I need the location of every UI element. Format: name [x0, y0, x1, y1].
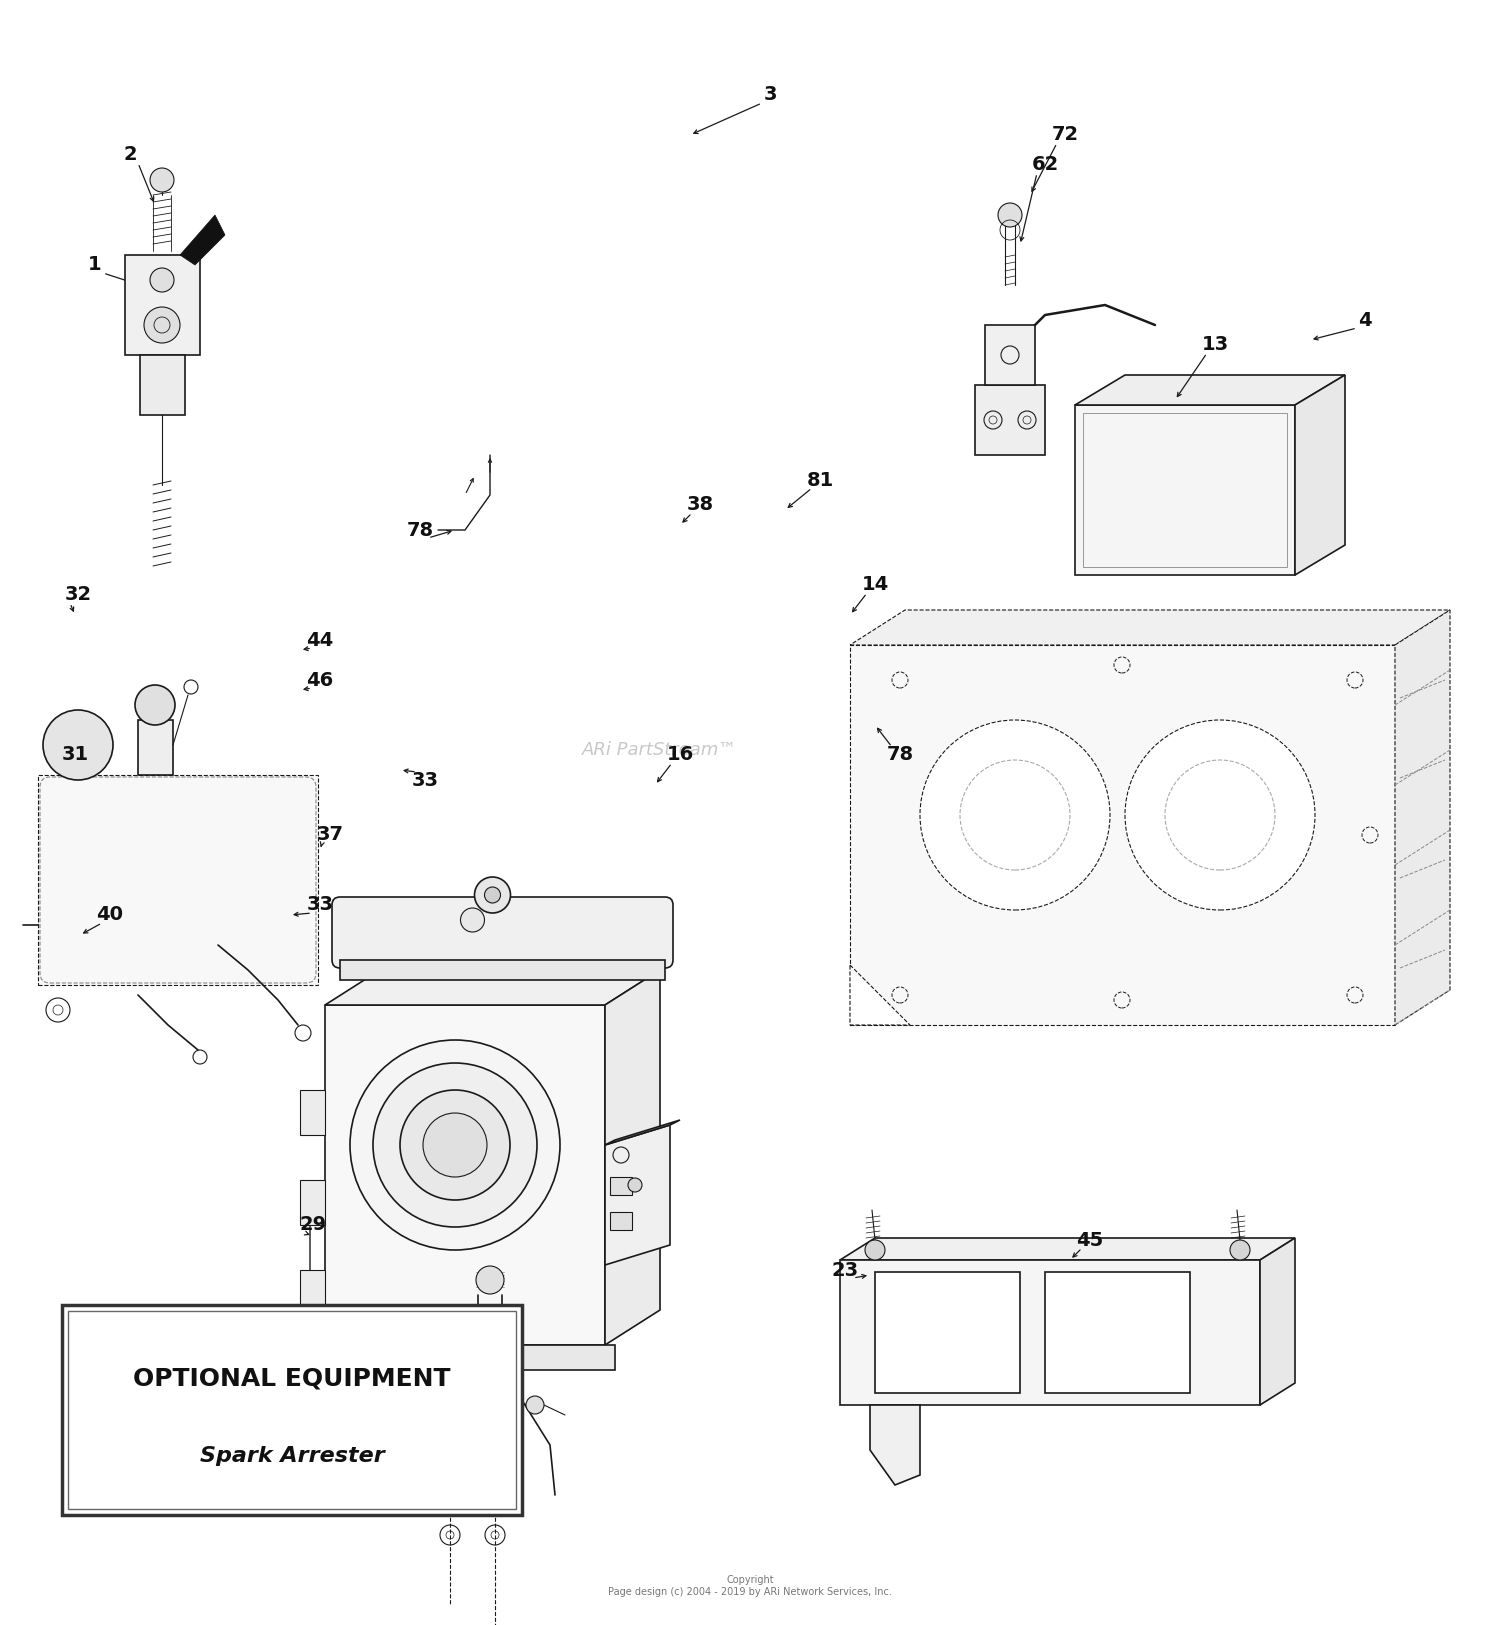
- Circle shape: [865, 1240, 885, 1259]
- Polygon shape: [300, 1090, 326, 1134]
- Text: 78: 78: [886, 746, 914, 764]
- Circle shape: [920, 720, 1110, 910]
- Polygon shape: [180, 214, 225, 265]
- Polygon shape: [300, 1271, 326, 1315]
- Polygon shape: [1260, 1238, 1294, 1406]
- Polygon shape: [340, 960, 664, 980]
- Circle shape: [150, 167, 174, 192]
- Bar: [1046, 1272, 1190, 1393]
- Text: 44: 44: [306, 630, 333, 650]
- Text: 1: 1: [88, 255, 102, 275]
- Polygon shape: [604, 970, 660, 1346]
- Circle shape: [998, 203, 1022, 228]
- Circle shape: [460, 908, 484, 933]
- Text: 14: 14: [861, 575, 888, 595]
- Polygon shape: [140, 354, 184, 414]
- Text: 3: 3: [764, 86, 777, 104]
- Bar: [68, 1311, 516, 1510]
- FancyBboxPatch shape: [332, 897, 674, 968]
- Polygon shape: [840, 1238, 1294, 1259]
- Circle shape: [400, 1090, 510, 1199]
- Circle shape: [526, 1396, 544, 1414]
- Polygon shape: [1395, 609, 1450, 1025]
- Polygon shape: [38, 775, 318, 985]
- Text: 81: 81: [807, 471, 834, 489]
- Circle shape: [44, 710, 112, 780]
- Polygon shape: [124, 255, 200, 354]
- Text: 37: 37: [316, 826, 344, 845]
- Text: 62: 62: [1032, 156, 1059, 174]
- Circle shape: [474, 878, 510, 913]
- Text: ARi PartStream™: ARi PartStream™: [582, 741, 738, 759]
- Text: 33: 33: [306, 895, 333, 915]
- Polygon shape: [300, 1180, 326, 1225]
- Text: 4: 4: [1358, 310, 1372, 330]
- Text: 31: 31: [62, 746, 88, 764]
- Circle shape: [484, 887, 501, 904]
- Text: 2: 2: [123, 146, 136, 164]
- Polygon shape: [850, 645, 1395, 1025]
- Bar: [62, 1305, 522, 1514]
- Circle shape: [423, 1113, 488, 1176]
- Text: 78: 78: [406, 520, 433, 540]
- Bar: [138, 720, 172, 775]
- Text: 23: 23: [831, 1261, 858, 1279]
- Text: 72: 72: [1052, 125, 1078, 145]
- Circle shape: [1230, 1240, 1250, 1259]
- Text: 16: 16: [666, 746, 693, 764]
- Polygon shape: [986, 325, 1035, 385]
- Circle shape: [628, 1178, 642, 1193]
- Bar: [610, 1176, 632, 1194]
- Bar: [488, 1503, 502, 1514]
- Circle shape: [144, 307, 180, 343]
- Text: 29: 29: [300, 1216, 327, 1235]
- Polygon shape: [604, 1120, 680, 1146]
- Text: OPTIONAL EQUIPMENT: OPTIONAL EQUIPMENT: [134, 1367, 450, 1391]
- Text: 45: 45: [1077, 1230, 1104, 1250]
- Text: 38: 38: [687, 496, 714, 515]
- Polygon shape: [1294, 375, 1346, 575]
- Circle shape: [374, 1063, 537, 1227]
- Polygon shape: [1076, 375, 1346, 405]
- Bar: [610, 1212, 632, 1230]
- Polygon shape: [850, 965, 910, 1025]
- Text: 13: 13: [1202, 335, 1228, 354]
- Text: Spark Arrester: Spark Arrester: [200, 1446, 384, 1466]
- Bar: [1083, 413, 1287, 567]
- Polygon shape: [326, 970, 660, 1004]
- Circle shape: [350, 1040, 560, 1250]
- Text: 33: 33: [411, 770, 438, 790]
- Polygon shape: [975, 385, 1046, 455]
- Polygon shape: [850, 609, 1450, 645]
- Text: 40: 40: [96, 905, 123, 925]
- Polygon shape: [315, 1346, 615, 1370]
- Polygon shape: [1076, 405, 1294, 575]
- Polygon shape: [870, 1406, 919, 1485]
- Text: Copyright
Page design (c) 2004 - 2019 by ARi Network Services, Inc.: Copyright Page design (c) 2004 - 2019 by…: [608, 1575, 892, 1597]
- Circle shape: [476, 1266, 504, 1294]
- Text: 32: 32: [64, 585, 92, 604]
- Bar: [874, 1272, 1020, 1393]
- Polygon shape: [326, 1004, 604, 1346]
- Bar: [442, 1503, 458, 1514]
- Circle shape: [135, 686, 176, 725]
- Text: 46: 46: [306, 671, 333, 689]
- Polygon shape: [604, 1124, 670, 1264]
- Polygon shape: [840, 1259, 1260, 1406]
- Circle shape: [1125, 720, 1316, 910]
- Circle shape: [150, 268, 174, 292]
